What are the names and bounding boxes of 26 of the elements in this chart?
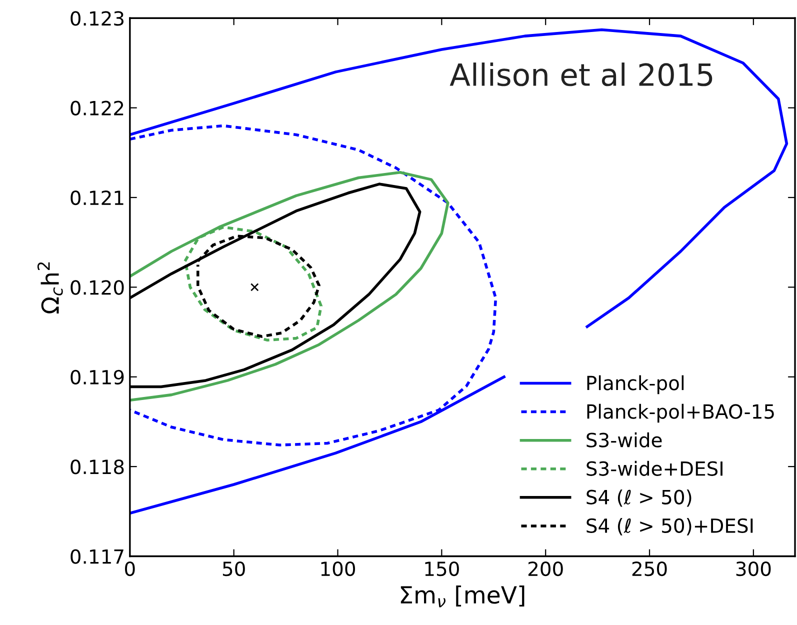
x-tick-label: 150 xyxy=(425,561,459,576)
x-tick-label: 0 xyxy=(125,561,135,576)
x-tick-label: 200 xyxy=(528,561,563,576)
y-tick-label: 0.118 xyxy=(70,460,124,474)
legend-label: S3-wide xyxy=(586,432,662,448)
x-tick-label: 50 xyxy=(222,561,245,576)
x-tick-label: 250 xyxy=(632,561,667,576)
x-tick-label: 300 xyxy=(736,561,771,576)
y-tick-label: 0.117 xyxy=(70,549,124,564)
annotation: Allison et al 2015 xyxy=(450,62,712,86)
y-tick-label: 0.121 xyxy=(70,190,124,206)
x-axis-title: Σm$_{ν}$ [meV] xyxy=(400,585,524,608)
x-tick-label: 100 xyxy=(321,561,356,576)
y-tick-label: 0.123 xyxy=(70,11,124,26)
legend-label: S4 (ℓ > 50)+DESI xyxy=(586,518,753,536)
legend-label: S4 (ℓ > 50) xyxy=(586,489,692,507)
line-series xyxy=(184,226,323,342)
line-series xyxy=(130,171,450,402)
y-tick-label: 0.120 xyxy=(70,280,124,295)
legend-label: S3-wide+DESI xyxy=(586,460,722,476)
y-tick-label: 0.119 xyxy=(70,370,124,385)
y-tick-label: 0.122 xyxy=(70,100,124,116)
line-series xyxy=(196,234,320,338)
legend-label: Planck-pol+BAO-15 xyxy=(587,404,774,423)
legend-label: Planck-pol xyxy=(587,375,684,394)
y-axis-title: Ω$_{c}$h$^{2}$ xyxy=(37,262,63,314)
